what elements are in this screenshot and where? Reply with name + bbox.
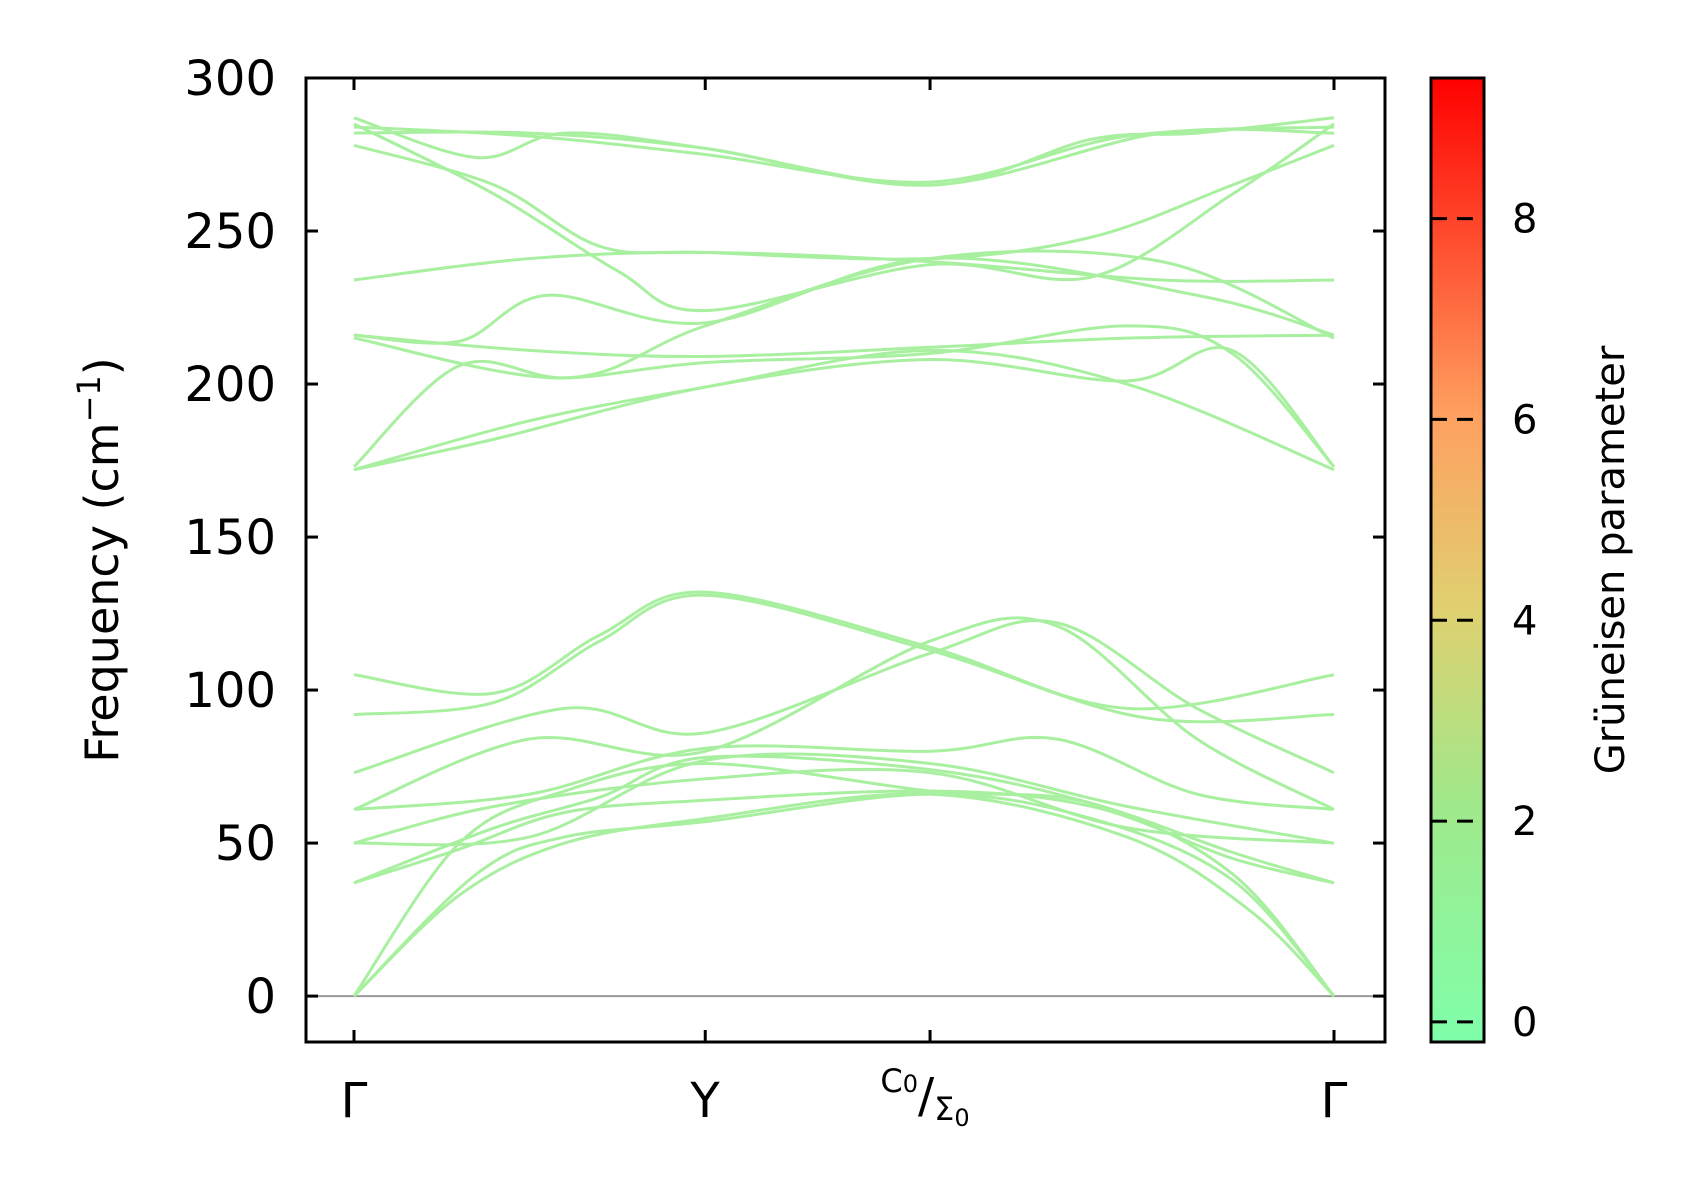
x-label-sigma-sub: 0 (954, 1104, 969, 1132)
colorbar-tick-label: 4 (1512, 598, 1537, 644)
colorbar-tick-label: 0 (1512, 1000, 1537, 1046)
x-label-c0-sigma0: C0/Σ0 (880, 1062, 969, 1132)
y-axis-title-main: Frequency (cm (75, 422, 129, 762)
x-label-gamma-start: Γ (341, 1073, 368, 1129)
y-tick-label: 50 (215, 816, 276, 872)
phonon-band-18 (353, 752, 1335, 847)
colorbar-tick-label: 6 (1512, 397, 1537, 443)
phonon-band-12 (353, 346, 1336, 472)
y-axis-title-superscript: −1 (70, 375, 108, 422)
y-tick-label: 300 (184, 51, 276, 107)
phonon-band-8 (353, 333, 1335, 359)
x-axis-ticks (352, 78, 1336, 1042)
phonon-band-11 (353, 348, 1335, 472)
phonon-band-13 (353, 590, 1335, 711)
colorbar-title: Grüneisen parameter (1588, 345, 1634, 774)
colorbar-ticks: 0 2 4 6 8 (1431, 197, 1537, 1046)
phonon-band-19 (353, 767, 1335, 845)
x-label-slash: / (918, 1068, 935, 1124)
phonon-band-9 (353, 249, 1335, 380)
y-tick-label: 250 (184, 204, 276, 260)
phonon-bands (352, 116, 1336, 998)
x-label-gamma-end: Γ (1321, 1073, 1348, 1129)
phonon-band-6 (353, 250, 1335, 283)
y-axis-ticks: 0 50 100 150 200 250 300 (184, 51, 1385, 1025)
y-tick-label: 100 (184, 663, 276, 719)
colorbar (1429, 76, 1486, 1044)
phonon-band-20 (353, 754, 1335, 885)
phonon-band-5 (353, 122, 1335, 313)
phonon-band-10 (352, 324, 1336, 468)
x-label-c: C (880, 1062, 902, 1100)
phonon-band-17 (353, 735, 1335, 811)
y-tick-label: 0 (245, 969, 276, 1025)
plot-frame (304, 76, 1387, 1044)
y-tick-label: 200 (184, 357, 276, 413)
x-label-c-sub: 0 (903, 1070, 918, 1098)
phonon-band-16 (353, 616, 1335, 811)
phonon-band-15 (353, 619, 1335, 775)
colorbar-tick-label: 2 (1512, 799, 1537, 845)
x-label-y: Y (689, 1073, 720, 1129)
y-tick-label: 150 (184, 510, 276, 566)
phonon-band-14 (353, 593, 1335, 724)
phonon-band-21 (353, 789, 1335, 885)
phonon-band-4 (353, 143, 1335, 261)
phonon-band-24 (352, 792, 1336, 998)
phonon-band-22 (352, 762, 1336, 998)
colorbar-tick-label: 8 (1512, 197, 1537, 243)
y-axis-title-close: ) (75, 357, 129, 375)
y-axis-title: Frequency (cm−1) (70, 357, 129, 762)
phonon-band-7 (353, 256, 1335, 345)
x-label-sigma: Σ (934, 1090, 954, 1128)
phonon-band-3 (353, 127, 1335, 187)
phonon-band-23 (352, 792, 1336, 998)
